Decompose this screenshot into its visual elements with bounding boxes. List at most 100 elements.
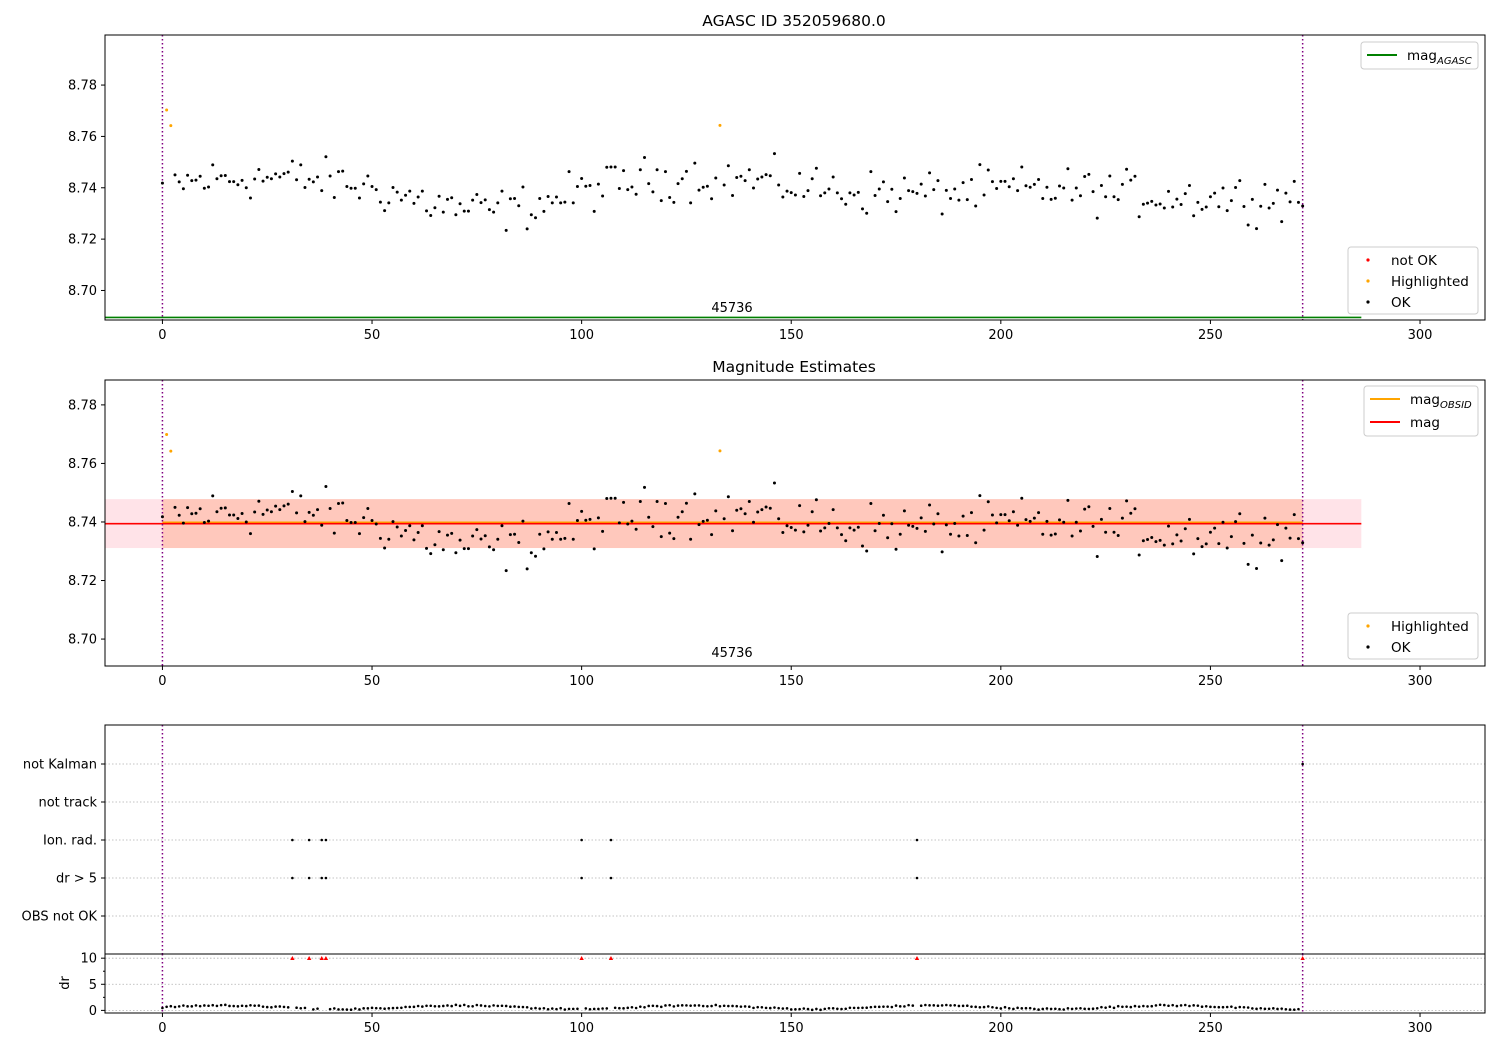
ok-point <box>311 513 315 517</box>
panel-1-legend-label: not OK <box>1391 253 1438 269</box>
ok-point <box>726 164 730 168</box>
dr-point <box>446 1004 449 1007</box>
dr-point <box>1095 1007 1099 1010</box>
dr-point <box>919 1004 923 1007</box>
ok-point <box>852 528 856 532</box>
ok-point <box>202 186 206 190</box>
ok-point <box>961 514 965 518</box>
dr-point <box>509 1005 512 1009</box>
panel-1-legend-marker <box>1366 279 1370 283</box>
ok-point <box>710 533 714 537</box>
ok-point <box>630 519 634 523</box>
panel-2-x-tick-label: 250 <box>1198 674 1223 689</box>
dr-point <box>1146 1005 1149 1008</box>
dr-point <box>1167 1004 1170 1008</box>
ok-point <box>714 509 718 513</box>
ok-point <box>814 166 818 170</box>
dr-point <box>530 1007 533 1010</box>
ok-point <box>831 508 835 512</box>
ok-point <box>278 508 282 512</box>
dr-point <box>1142 1004 1145 1008</box>
dr-point <box>1255 1007 1258 1011</box>
ok-point <box>626 522 630 526</box>
dr-point <box>257 1004 261 1007</box>
dr-point <box>542 1006 546 1010</box>
panel-4-x-tick-label: 200 <box>988 1021 1013 1036</box>
dr-point <box>1137 1005 1141 1008</box>
flag-point <box>1301 762 1304 766</box>
ok-point <box>198 507 202 511</box>
panel-3-frame <box>104 724 1486 954</box>
ok-point <box>781 531 785 535</box>
ok-point <box>928 503 932 507</box>
ok-point <box>584 184 588 188</box>
ok-point <box>680 510 684 514</box>
ok-point <box>768 506 772 510</box>
ok-point <box>982 193 986 197</box>
dr-point <box>1297 1007 1300 1011</box>
dr-point <box>270 1006 273 1009</box>
ok-point <box>978 494 982 498</box>
dr-point <box>1020 1007 1024 1010</box>
ok-point <box>789 191 793 195</box>
ok-point <box>1070 534 1074 538</box>
ok-point <box>1024 518 1028 522</box>
ok-point <box>886 200 890 204</box>
ok-point <box>521 519 525 523</box>
dr-point <box>253 1004 256 1007</box>
ok-point <box>684 169 688 173</box>
ok-point <box>496 201 500 205</box>
ok-point <box>1074 186 1078 190</box>
dr-point <box>911 1004 915 1007</box>
ok-point <box>261 512 265 516</box>
ok-point <box>840 197 844 201</box>
panel-4-points <box>161 955 1305 1012</box>
panel-1-legend-label: OK <box>1391 295 1412 311</box>
ok-point <box>1301 204 1305 208</box>
ok-point <box>324 155 328 159</box>
ok-point <box>357 196 361 200</box>
ok-point <box>228 180 232 184</box>
ok-point <box>186 506 190 510</box>
dr-point <box>1154 1004 1158 1007</box>
dr-point <box>639 1005 642 1008</box>
ok-point <box>768 174 772 178</box>
ok-point <box>877 521 881 525</box>
dr-point <box>228 1004 231 1008</box>
ok-point <box>1112 195 1116 199</box>
dr-point <box>379 1007 382 1010</box>
ok-point <box>362 516 366 520</box>
ok-point <box>207 185 211 189</box>
ok-point <box>1150 199 1154 203</box>
ok-point <box>596 182 600 186</box>
dr-point <box>865 1006 868 1010</box>
ok-point <box>399 534 403 538</box>
dr-point <box>458 1004 462 1008</box>
ok-point <box>1280 559 1284 563</box>
ok-point <box>1120 516 1124 520</box>
dr-point <box>965 1004 969 1007</box>
ok-point <box>341 501 345 505</box>
panel-1-legend-top-box <box>1360 41 1479 70</box>
ok-point <box>1213 191 1217 195</box>
ok-point <box>1020 496 1024 500</box>
ok-point <box>370 519 374 523</box>
ok-point <box>462 209 466 213</box>
panel-3-y-ticks: not Kalman not track Ion. rad. dr > 5 OBS no… <box>22 758 105 925</box>
ok-point <box>949 532 953 536</box>
ok-point <box>995 521 999 525</box>
ok-point <box>764 505 768 509</box>
ok-point <box>244 186 248 190</box>
ok-point <box>521 185 525 189</box>
dr-point <box>794 1008 797 1011</box>
ok-point <box>437 530 441 534</box>
ok-point <box>290 159 294 163</box>
ok-point <box>881 180 885 184</box>
ok-point <box>873 529 877 533</box>
ok-point <box>265 508 269 512</box>
ok-point <box>546 195 550 198</box>
ok-point <box>785 189 789 193</box>
ok-point <box>772 481 776 485</box>
ok-point <box>508 533 512 537</box>
ok-point <box>1108 507 1112 511</box>
